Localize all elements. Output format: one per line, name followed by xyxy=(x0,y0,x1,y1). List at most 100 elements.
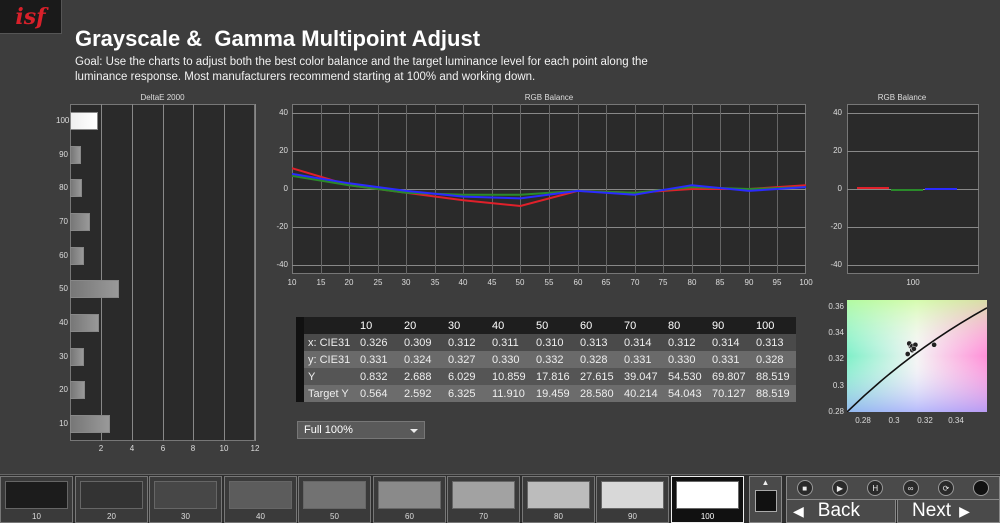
back-button[interactable]: ◀ Back xyxy=(786,499,896,523)
luminance-stepper[interactable]: ▲ xyxy=(749,476,782,523)
table-cell: 0.313 xyxy=(752,334,796,351)
table-cell: 0.312 xyxy=(444,334,488,351)
rgb-x-tick: 80 xyxy=(687,278,697,287)
table-cell: 28.580 xyxy=(576,385,620,402)
cie-point xyxy=(904,351,911,357)
rgb-x-tick: 25 xyxy=(373,278,383,287)
rgb-x-tick: 90 xyxy=(744,278,754,287)
rgb-small-bar-green xyxy=(891,189,923,191)
deltae-x-tick: 8 xyxy=(190,444,196,453)
swatch-label: 60 xyxy=(405,512,414,521)
cie-x-tick: 0.28 xyxy=(855,416,871,425)
deltae-bar xyxy=(70,146,81,164)
table-cell: 6.029 xyxy=(444,368,488,385)
rgb-small-x-label: 100 xyxy=(906,278,920,287)
cie-svg xyxy=(847,300,987,412)
deltae-bar xyxy=(70,415,110,433)
swatch-button-90[interactable]: 90 xyxy=(596,476,669,523)
table-row: Y 0.832 2.688 6.029 10.859 17.816 27.615 39.047… xyxy=(296,368,796,385)
refresh-icon[interactable]: ⟳ xyxy=(937,480,954,496)
rgb-x-tick: 95 xyxy=(772,278,782,287)
row-swatch xyxy=(296,385,304,402)
table-cell: 17.816 xyxy=(532,368,576,385)
table-cell: 70.127 xyxy=(708,385,752,402)
table-cell: 0.328 xyxy=(752,351,796,368)
rgb-x-tick: 15 xyxy=(316,278,326,287)
rgb-gridline-v xyxy=(435,104,436,274)
table-cell: 19.459 xyxy=(532,385,576,402)
table-cell: 0.314 xyxy=(708,334,752,351)
play-icon[interactable]: ▶ xyxy=(831,480,848,496)
rgb-gridline-v xyxy=(406,104,407,274)
rgb-series-blue xyxy=(292,172,806,200)
swatch-button-10[interactable]: 10 xyxy=(0,476,73,523)
rgb-small-bar-blue xyxy=(925,188,957,190)
hold-icon[interactable]: H xyxy=(867,480,884,496)
swatch-color xyxy=(601,481,664,509)
swatch-button-70[interactable]: 70 xyxy=(447,476,520,523)
deltae-tick-label: 50 xyxy=(59,284,68,293)
swatch-color xyxy=(154,481,217,509)
chevron-up-icon[interactable]: ▲ xyxy=(761,478,770,487)
swatch-button-80[interactable]: 80 xyxy=(522,476,595,523)
swatch-button-50[interactable]: 50 xyxy=(298,476,371,523)
deltae-gridline xyxy=(193,104,194,441)
deltae-tick-label: 70 xyxy=(59,217,68,226)
rgb-x-tick: 75 xyxy=(658,278,668,287)
table-cell: 0.312 xyxy=(664,334,708,351)
deltae-tick-label: 90 xyxy=(59,150,68,159)
deltae-bar xyxy=(70,348,84,366)
stop-icon[interactable]: ■ xyxy=(796,480,813,496)
rgb-small-gridline-h xyxy=(847,265,979,266)
table-cell: 54.043 xyxy=(664,385,708,402)
measurement-table: 10 20 30 40 50 60 70 80 90 100 x: CIE31 0.326 0.309 0… xyxy=(296,317,796,402)
next-button[interactable]: Next ▶ xyxy=(897,499,1000,523)
rgb-gridline-v xyxy=(349,104,350,274)
power-icon[interactable] xyxy=(973,480,990,496)
deltae-tick-label: 30 xyxy=(59,352,68,361)
row-label: Y xyxy=(304,368,356,385)
deltae-bar xyxy=(70,112,98,130)
cie-point xyxy=(911,345,917,352)
rgb-small-y-tick: -40 xyxy=(830,260,842,269)
swatch-color xyxy=(452,481,515,509)
swatch-button-30[interactable]: 30 xyxy=(149,476,222,523)
chevron-down-icon xyxy=(410,429,418,433)
dropdown-value: Full 100% xyxy=(304,424,353,436)
rgb-x-tick: 55 xyxy=(544,278,554,287)
swatch-button-20[interactable]: 20 xyxy=(75,476,148,523)
rgb-small-y-tick: 0 xyxy=(837,184,842,193)
table-row: x: CIE31 0.326 0.309 0.312 0.311 0.310 0.313 0.… xyxy=(296,334,796,351)
swatch-button-100[interactable]: 100 xyxy=(671,476,744,523)
table-header-cell: 40 xyxy=(488,317,532,334)
table-cell: 0.564 xyxy=(356,385,400,402)
table-header-cell: 100 xyxy=(752,317,796,334)
deltae-gridline xyxy=(163,104,164,441)
swatch-button-40[interactable]: 40 xyxy=(224,476,297,523)
loop-icon[interactable]: ∞ xyxy=(902,480,919,496)
table-cell: 88.519 xyxy=(752,385,796,402)
cie-x-tick: 0.32 xyxy=(917,416,933,425)
rgb-balance-title: RGB Balance xyxy=(524,93,574,102)
table-row: y: CIE31 0.331 0.324 0.327 0.330 0.332 0.328 0.… xyxy=(296,351,796,368)
pattern-size-dropdown[interactable]: Full 100% xyxy=(297,421,425,439)
table-cell: 2.688 xyxy=(400,368,444,385)
swatch-label: 20 xyxy=(107,512,116,521)
table-row: Target Y 0.564 2.592 6.325 11.910 19.459 28.58… xyxy=(296,385,796,402)
table-cell: 40.214 xyxy=(620,385,664,402)
rgb-x-tick: 10 xyxy=(287,278,297,287)
table-header-cell: 70 xyxy=(620,317,664,334)
cie-x-tick: 0.3 xyxy=(888,416,900,425)
rgb-x-tick: 100 xyxy=(799,278,813,287)
table-cell: 0.330 xyxy=(664,351,708,368)
table-cell: 11.910 xyxy=(488,385,532,402)
table-cell: 0.310 xyxy=(532,334,576,351)
rgb-balance-small-title: RGB Balance xyxy=(877,93,927,102)
deltae-title: DeltaE 2000 xyxy=(140,93,185,102)
rgb-x-tick: 40 xyxy=(458,278,468,287)
rgb-x-tick: 85 xyxy=(715,278,725,287)
swatch-button-60[interactable]: 60 xyxy=(373,476,446,523)
rgb-x-tick: 45 xyxy=(487,278,497,287)
rgb-gridline-v xyxy=(578,104,579,274)
table-cell: 69.807 xyxy=(708,368,752,385)
